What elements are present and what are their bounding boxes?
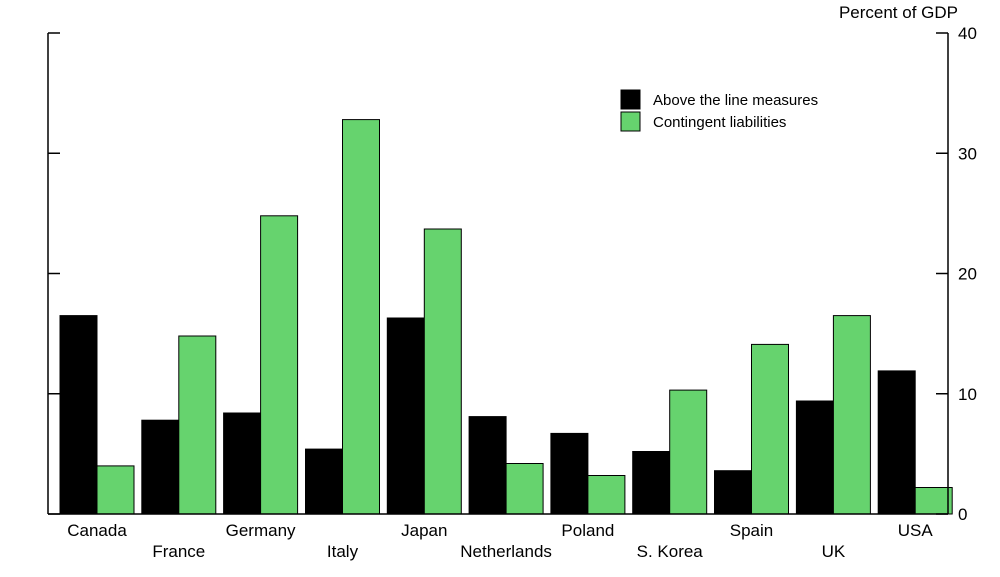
bar-uk-contingent <box>832 315 871 515</box>
category-label-canada: Canada <box>67 521 127 540</box>
legend-swatch-above-the-line <box>620 89 641 110</box>
category-labels-group: Canada France Germany Italy Japan Netherlands… <box>67 521 933 561</box>
bars-group <box>59 119 953 515</box>
category-label-germany: Germany <box>226 521 296 540</box>
bar-netherlands-above-the-line <box>468 416 507 515</box>
bar-spain-contingent <box>751 343 789 515</box>
bar-uk-above-the-line <box>795 400 834 515</box>
bar-netherlands-contingent <box>505 463 544 515</box>
bar-germany-above-the-line <box>223 412 262 515</box>
y-tick-label-30: 30 <box>958 144 977 163</box>
bar-france-contingent <box>178 335 217 515</box>
bar-spain-above-the-line <box>714 470 752 515</box>
bar-canada-contingent <box>96 465 135 515</box>
bar-italy-contingent <box>342 119 380 515</box>
bar-s-korea-contingent <box>669 389 708 515</box>
bar-italy-above-the-line <box>305 448 343 515</box>
bar-poland-contingent <box>587 475 626 515</box>
category-label-france: France <box>152 542 205 561</box>
legend: Above the line measures Contingent liabi… <box>620 89 818 132</box>
unit-label: Percent of GDP <box>839 3 958 22</box>
category-label-usa: USA <box>898 521 934 540</box>
bar-canada-above-the-line <box>59 315 98 515</box>
ticks-group: 0 10 20 30 40 <box>48 24 977 524</box>
category-label-poland: Poland <box>561 521 614 540</box>
category-label-japan: Japan <box>401 521 447 540</box>
bar-japan-above-the-line <box>386 317 425 515</box>
bar-japan-contingent <box>423 228 462 515</box>
bar-usa-above-the-line <box>877 370 916 515</box>
bar-s-korea-above-the-line <box>632 451 671 515</box>
bar-usa-contingent <box>914 487 953 515</box>
y-tick-label-10: 10 <box>958 385 977 404</box>
bar-france-above-the-line <box>141 419 180 515</box>
bar-poland-above-the-line <box>550 432 589 515</box>
category-label-uk: UK <box>822 542 846 561</box>
legend-swatch-contingent <box>620 111 641 132</box>
category-label-s-korea: S. Korea <box>637 542 704 561</box>
category-label-spain: Spain <box>730 521 773 540</box>
bar-germany-contingent <box>260 215 299 515</box>
legend-label-above-the-line: Above the line measures <box>653 92 818 109</box>
category-label-italy: Italy <box>327 542 359 561</box>
y-tick-label-20: 20 <box>958 265 977 284</box>
category-label-netherlands: Netherlands <box>460 542 552 561</box>
y-tick-label-0: 0 <box>958 505 967 524</box>
legend-label-contingent: Contingent liabilities <box>653 114 786 131</box>
y-tick-label-40: 40 <box>958 24 977 43</box>
